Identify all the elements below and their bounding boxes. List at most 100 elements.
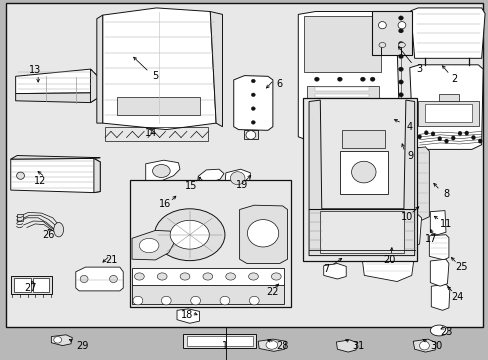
- Polygon shape: [258, 339, 285, 351]
- Ellipse shape: [251, 107, 255, 111]
- Ellipse shape: [220, 296, 229, 305]
- Polygon shape: [336, 340, 356, 352]
- Text: 6: 6: [276, 78, 282, 89]
- Polygon shape: [410, 8, 484, 58]
- Text: 8: 8: [442, 189, 448, 199]
- Bar: [186, 336, 252, 346]
- Ellipse shape: [398, 16, 403, 20]
- Text: 11: 11: [439, 219, 452, 229]
- Ellipse shape: [265, 341, 277, 349]
- Ellipse shape: [54, 222, 63, 237]
- Ellipse shape: [157, 273, 167, 280]
- Text: 23: 23: [439, 327, 451, 337]
- Ellipse shape: [417, 135, 421, 139]
- Polygon shape: [239, 205, 287, 264]
- Ellipse shape: [424, 131, 427, 135]
- Ellipse shape: [430, 132, 434, 136]
- Bar: [105, 127, 207, 141]
- Bar: [132, 284, 283, 304]
- Bar: [342, 130, 385, 148]
- Ellipse shape: [133, 296, 142, 305]
- Polygon shape: [323, 264, 346, 279]
- Ellipse shape: [369, 77, 374, 81]
- Polygon shape: [11, 158, 100, 193]
- Text: 5: 5: [152, 71, 158, 81]
- Text: 25: 25: [454, 262, 467, 272]
- Bar: [315, 94, 368, 98]
- Bar: [14, 278, 31, 292]
- Text: 1: 1: [222, 341, 227, 351]
- Ellipse shape: [398, 41, 403, 46]
- Text: 17: 17: [424, 234, 437, 244]
- Bar: [371, 11, 411, 55]
- Ellipse shape: [398, 54, 403, 59]
- Ellipse shape: [17, 172, 24, 179]
- Text: 10: 10: [400, 212, 412, 222]
- Ellipse shape: [398, 131, 403, 135]
- Ellipse shape: [251, 121, 255, 124]
- Text: 13: 13: [29, 65, 41, 75]
- Polygon shape: [210, 12, 222, 127]
- Ellipse shape: [230, 172, 244, 185]
- Polygon shape: [404, 212, 421, 247]
- Polygon shape: [16, 69, 98, 94]
- Polygon shape: [94, 158, 100, 193]
- Bar: [183, 334, 255, 348]
- Polygon shape: [298, 12, 399, 142]
- Text: 7: 7: [323, 264, 329, 274]
- Ellipse shape: [398, 67, 403, 71]
- Ellipse shape: [470, 135, 474, 140]
- Ellipse shape: [398, 42, 405, 48]
- Polygon shape: [90, 69, 98, 103]
- Polygon shape: [76, 267, 123, 291]
- Polygon shape: [243, 130, 258, 139]
- Ellipse shape: [139, 238, 159, 253]
- Text: 15: 15: [184, 181, 197, 192]
- Text: 18: 18: [180, 310, 193, 320]
- Bar: [129, 180, 290, 307]
- Text: 12: 12: [34, 176, 46, 186]
- Bar: [33, 278, 49, 292]
- Ellipse shape: [245, 131, 255, 139]
- Ellipse shape: [251, 79, 255, 83]
- Text: 4: 4: [406, 122, 412, 132]
- Ellipse shape: [477, 139, 481, 143]
- Polygon shape: [409, 65, 482, 149]
- Ellipse shape: [457, 131, 461, 135]
- Ellipse shape: [80, 275, 88, 283]
- Polygon shape: [438, 94, 458, 101]
- Ellipse shape: [397, 22, 405, 29]
- Polygon shape: [224, 169, 250, 189]
- Ellipse shape: [351, 161, 375, 183]
- Ellipse shape: [134, 273, 144, 280]
- Ellipse shape: [154, 209, 224, 261]
- Text: 30: 30: [429, 341, 442, 351]
- Polygon shape: [360, 239, 414, 282]
- Polygon shape: [428, 235, 448, 260]
- Polygon shape: [198, 169, 224, 181]
- Ellipse shape: [203, 273, 212, 280]
- Polygon shape: [260, 285, 282, 301]
- Polygon shape: [412, 147, 428, 220]
- Polygon shape: [16, 90, 98, 103]
- Text: 29: 29: [76, 341, 88, 351]
- Polygon shape: [425, 104, 471, 122]
- Ellipse shape: [398, 93, 403, 97]
- Text: 31: 31: [351, 341, 364, 351]
- Ellipse shape: [180, 273, 189, 280]
- Ellipse shape: [398, 105, 403, 110]
- Polygon shape: [320, 211, 403, 253]
- Text: 21: 21: [104, 255, 117, 265]
- Text: 2: 2: [451, 74, 457, 84]
- Ellipse shape: [450, 136, 454, 140]
- Text: 19: 19: [235, 180, 248, 190]
- Ellipse shape: [109, 275, 117, 283]
- Polygon shape: [17, 214, 23, 221]
- Bar: [315, 87, 368, 91]
- Polygon shape: [177, 309, 199, 323]
- Ellipse shape: [444, 139, 447, 143]
- Text: 27: 27: [24, 283, 37, 293]
- Ellipse shape: [251, 93, 255, 96]
- Polygon shape: [102, 8, 216, 130]
- Text: 9: 9: [407, 150, 413, 161]
